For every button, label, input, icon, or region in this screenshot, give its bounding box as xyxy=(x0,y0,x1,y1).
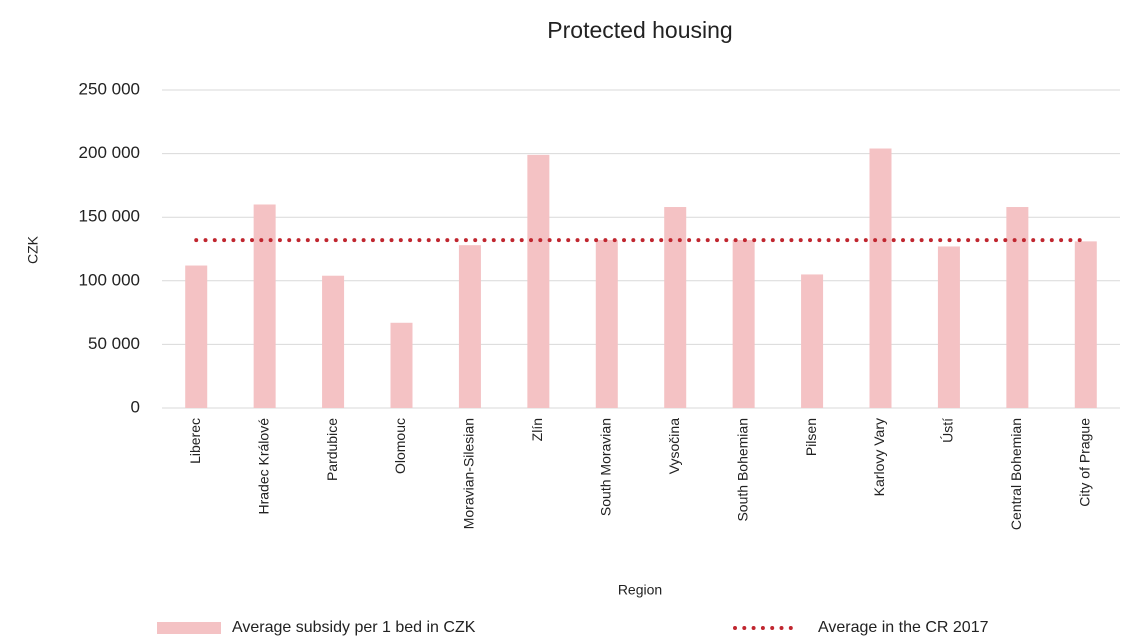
bar xyxy=(185,265,208,408)
legend-label: Average subsidy per 1 bed in CZK xyxy=(232,619,476,636)
x-tick-label: Liberec xyxy=(187,418,203,464)
bar xyxy=(801,274,824,408)
bar xyxy=(937,246,960,408)
bar xyxy=(458,245,481,408)
x-tick-label: Vysočina xyxy=(666,418,682,475)
y-tick-label: 150 000 xyxy=(79,207,140,226)
x-tick-label: Moravian-Silesian xyxy=(461,418,477,529)
x-tick-label: City of Prague xyxy=(1076,418,1092,507)
x-tick-label: Hradec Králové xyxy=(255,418,271,515)
y-tick-label: 250 000 xyxy=(79,79,140,98)
x-tick-label: Zlín xyxy=(529,418,545,441)
y-tick-label: 0 xyxy=(131,397,140,416)
y-tick-label: 200 000 xyxy=(79,143,140,162)
x-tick-label: Central Bohemian xyxy=(1008,418,1024,530)
bar xyxy=(1074,241,1097,408)
y-axis-title: CZK xyxy=(25,235,41,264)
bar xyxy=(595,240,618,408)
bar xyxy=(869,148,892,408)
legend-label: Average in the CR 2017 xyxy=(818,619,989,636)
x-tick-label: South Bohemian xyxy=(734,418,750,522)
chart-title: Protected housing xyxy=(547,17,732,43)
x-tick-label: Ústí xyxy=(940,418,956,443)
bar xyxy=(1006,207,1029,408)
x-axis-title: Region xyxy=(618,582,662,598)
y-tick-label: 100 000 xyxy=(79,270,140,289)
bar xyxy=(664,207,687,408)
bar xyxy=(732,240,755,408)
x-tick-label: Karlovy Vary xyxy=(871,418,887,496)
x-tick-label: Pilsen xyxy=(803,418,819,456)
x-tick-label: Olomouc xyxy=(392,418,408,474)
legend-swatch xyxy=(157,622,221,634)
bar xyxy=(253,204,276,408)
bar xyxy=(322,275,345,408)
bar xyxy=(390,322,413,408)
bar xyxy=(527,154,550,408)
x-tick-label: South Moravian xyxy=(597,418,613,516)
y-tick-label: 50 000 xyxy=(88,334,140,353)
x-tick-label: Pardubice xyxy=(324,418,340,481)
